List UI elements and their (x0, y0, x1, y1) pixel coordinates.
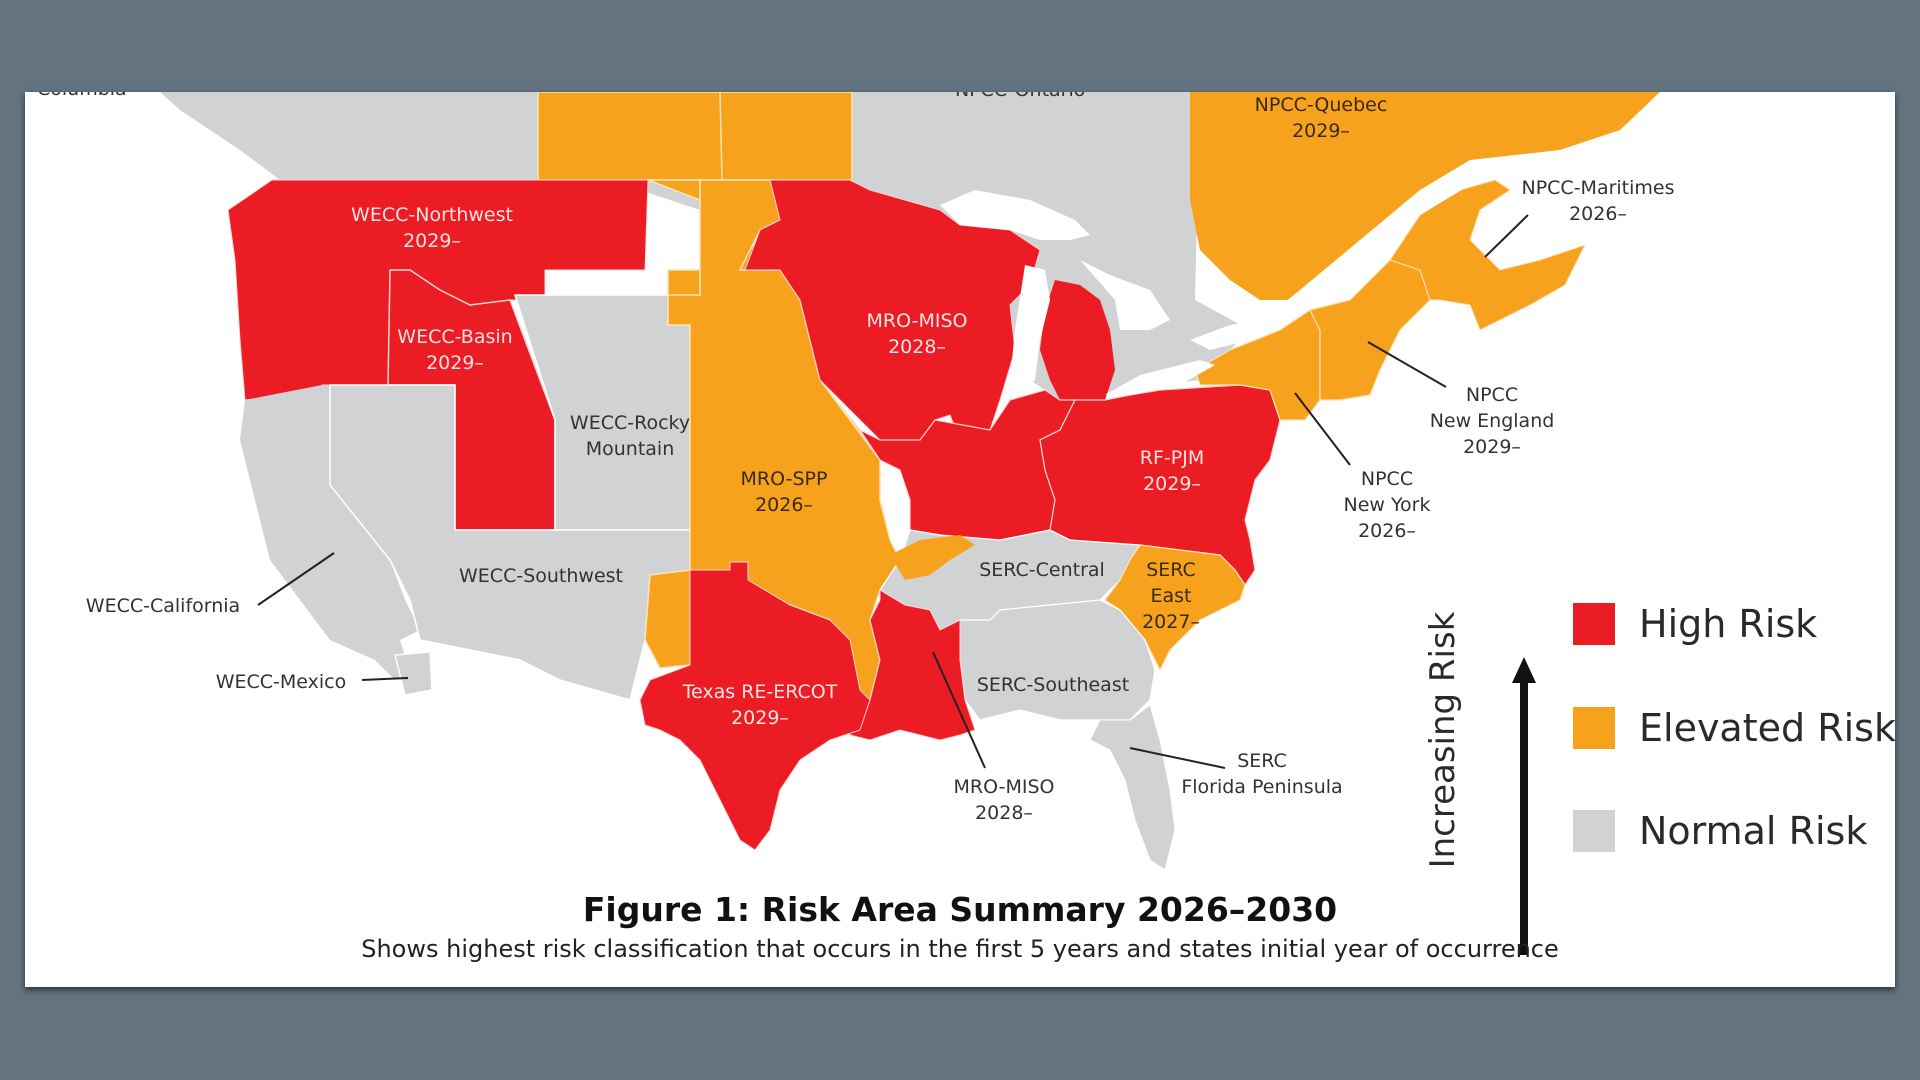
region-npcc-new-england (1309, 259, 1431, 401)
region-miso-michigan (1040, 280, 1115, 400)
region-texas-ercot (639, 561, 871, 851)
label-npcc-new-york: NPCC New York 2026– (1343, 468, 1431, 542)
leader-california (257, 552, 335, 606)
region-wecc-nevada-normal (329, 384, 691, 701)
leader-mexico (361, 677, 409, 681)
lake-erie (1105, 360, 1215, 395)
region-mro-canada-elevated (537, 92, 853, 181)
lake-ontario (1190, 320, 1260, 350)
label-wecc-northwest: WECC-Northwest 2029– (351, 204, 513, 252)
region-npcc-maritimes (1389, 179, 1586, 331)
lake-superior (940, 190, 1090, 240)
label-mro-miso-south: MRO-MISO 2028– (953, 776, 1055, 824)
label-npcc-quebec: NPCC-Quebec 2029– (1254, 94, 1388, 142)
region-wecc-california (240, 385, 420, 680)
figure-subtitle: Shows highest risk classification that o… (361, 935, 1559, 963)
label-npcc-ontario: NPCC-Ontario (955, 92, 1085, 101)
legend-item-normal: Normal Risk (1573, 809, 1867, 853)
label-serc-florida: SERC Florida Peninsula (1181, 750, 1343, 798)
label-serc-southeast: SERC-Southeast (976, 674, 1130, 696)
label-wecc-california: WECC-California (85, 595, 241, 617)
region-serc-florida (1089, 704, 1176, 871)
region-mro-spp-nm (644, 569, 691, 669)
label-npcc-new-england: NPCC New England 2029– (1429, 384, 1555, 458)
st-lawrence (1250, 150, 1560, 330)
figure-title: Figure 1: Risk Area Summary 2026–2030 (582, 890, 1338, 929)
region-serc-east (1104, 544, 1246, 672)
label-serc-east: SERC East 2027– (1142, 559, 1200, 633)
label-wecc-southwest: WECC-Southwest (459, 565, 623, 587)
region-npcc-new-york (1194, 309, 1321, 421)
legend-axis-label: Increasing Risk (1423, 611, 1463, 869)
label-wecc-mexico: WECC-Mexico (215, 671, 347, 693)
leader-florida (1129, 747, 1226, 769)
label-mro-spp: MRO-SPP 2026– (740, 468, 828, 516)
leader-miso-south (932, 651, 986, 769)
lake-michigan (1010, 265, 1050, 395)
lake-huron (1080, 260, 1170, 330)
region-mro-miso-south (844, 589, 976, 741)
arrow-up-icon (1512, 657, 1536, 955)
label-texas-ercot: Texas RE-ERCOT 2029– (682, 681, 838, 729)
legend-swatch-normal (1573, 810, 1615, 852)
region-npcc-quebec (1190, 92, 1660, 300)
risk-map (160, 92, 1660, 871)
label-rf-pjm: RF-PJM 2029– (1139, 447, 1205, 495)
label-mro-miso: MRO-MISO 2028– (866, 310, 968, 358)
leader-new-york (1294, 392, 1351, 466)
region-miso-missouri-elevated (890, 535, 975, 580)
label-wecc-basin: WECC-Basin 2029– (397, 326, 513, 374)
figure-card: Columbia NPCC-Ontario WECC-Northwest 202… (25, 92, 1895, 987)
label-columbia: Columbia (37, 92, 127, 100)
label-serc-central: SERC-Central (979, 559, 1105, 581)
legend-swatch-high (1573, 603, 1615, 645)
region-wecc-mexico (394, 651, 433, 696)
legend-item-high: High Risk (1573, 602, 1817, 646)
label-wecc-rocky: WECC-Rocky Mountain (569, 412, 691, 460)
leader-new-england (1367, 341, 1447, 388)
legend-swatch-elevated (1573, 707, 1615, 749)
leader-maritimes (1484, 214, 1529, 258)
legend-item-elevated: Elevated Risk (1573, 706, 1895, 750)
label-npcc-maritimes: NPCC-Maritimes 2026– (1521, 177, 1675, 225)
region-serc-southeast (959, 599, 1156, 721)
